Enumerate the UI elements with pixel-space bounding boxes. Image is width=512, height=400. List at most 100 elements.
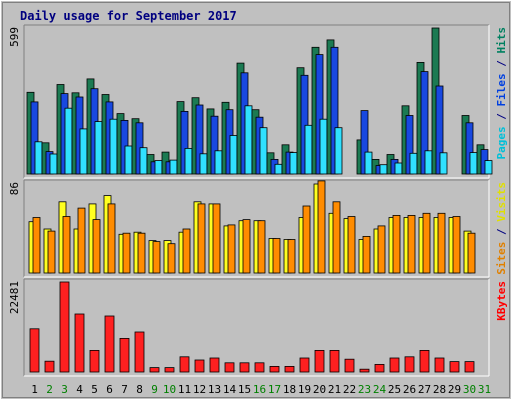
bar-sites-day-29 — [452, 216, 461, 274]
bar-sites-day-15 — [242, 219, 251, 274]
x-label-day-17: 17 — [268, 383, 281, 396]
bar-pages-day-7 — [124, 145, 133, 175]
bar-sites-day-19 — [302, 205, 311, 274]
bar-kbytes-day-5 — [89, 349, 100, 373]
x-label-day-2: 2 — [46, 383, 53, 396]
bar-kbytes-day-10 — [164, 367, 175, 373]
bar-kbytes-day-19 — [299, 357, 310, 373]
bar-pages-day-16 — [259, 127, 268, 175]
panel-hits-files-pages: 599 Pages / Files / Hits — [8, 24, 508, 179]
bar-kbytes-day-8 — [134, 331, 145, 373]
bar-files-day-20 — [315, 54, 324, 175]
bar-pages-day-28 — [439, 152, 448, 175]
bar-kbytes-day-15 — [239, 362, 250, 373]
chart-panels: 599 Pages / Files / Hits 86 Sites / Visits 2… — [8, 24, 508, 377]
bar-files-day-21 — [330, 46, 339, 175]
bar-pages-day-19 — [304, 124, 313, 175]
bar-pages-day-13 — [214, 150, 223, 175]
bar-files-day-11 — [180, 111, 189, 175]
bar-pages-day-6 — [109, 118, 118, 175]
bar-pages-day-10 — [169, 159, 178, 175]
bar-pages-day-4 — [79, 128, 88, 175]
bar-pages-day-12 — [199, 153, 208, 175]
bar-kbytes-day-12 — [194, 359, 205, 373]
bar-sites-day-22 — [347, 216, 356, 274]
bar-sites-day-24 — [377, 225, 386, 274]
legend-entry: Files — [495, 73, 508, 106]
x-label-day-21: 21 — [328, 383, 341, 396]
bar-kbytes-day-22 — [344, 358, 355, 373]
bar-files-day-26 — [405, 115, 414, 175]
bar-pages-day-2 — [49, 153, 58, 175]
bar-pages-day-23 — [364, 151, 373, 175]
bar-files-day-1 — [30, 101, 39, 175]
bar-kbytes-day-2 — [44, 360, 55, 373]
bar-files-day-30 — [465, 122, 474, 175]
x-label-day-6: 6 — [106, 383, 113, 396]
series-legend: Sites / Visits — [495, 182, 508, 275]
legend-entry: / — [495, 222, 508, 242]
bar-sites-day-5 — [92, 219, 101, 274]
x-label-day-24: 24 — [373, 383, 387, 396]
bar-kbytes-day-28 — [434, 357, 445, 373]
bar-pages-day-9 — [154, 160, 163, 175]
bar-kbytes-day-26 — [404, 356, 415, 373]
bar-sites-day-28 — [437, 212, 446, 274]
bar-kbytes-day-23 — [359, 368, 370, 373]
bar-sites-day-27 — [422, 212, 431, 274]
bar-sites-day-12 — [197, 203, 206, 274]
bar-sites-day-17 — [272, 238, 281, 274]
bar-files-day-27 — [420, 71, 429, 175]
bar-files-day-19 — [300, 74, 309, 175]
bar-kbytes-day-30 — [464, 361, 475, 373]
bar-kbytes-day-17 — [269, 365, 280, 373]
bar-pages-day-14 — [229, 135, 238, 175]
bar-pages-day-17 — [274, 163, 283, 175]
panel-kbytes: 22481 KBytes — [8, 278, 508, 377]
x-label-day-8: 8 — [136, 383, 143, 396]
bar-kbytes-day-29 — [449, 361, 460, 373]
legend-entry: / — [495, 54, 508, 74]
bar-kbytes-day-24 — [374, 363, 385, 373]
x-label-day-12: 12 — [193, 383, 206, 396]
bar-pages-day-3 — [64, 107, 73, 175]
x-axis-labels: 1 2 3 4 5 6 7 8 9 10 11 12 13 14 15 16 17 18 19 20 21 22 23 24 2… — [31, 383, 491, 396]
x-label-day-4: 4 — [76, 383, 83, 396]
x-label-day-13: 13 — [208, 383, 221, 396]
chart-title: Daily usage for September 2017 — [20, 9, 237, 23]
bar-sites-day-25 — [392, 214, 401, 274]
y-max-label: 22481 — [8, 281, 21, 314]
bar-pages-day-24 — [379, 164, 388, 175]
bar-files-day-13 — [210, 115, 219, 175]
bar-sites-day-20 — [317, 180, 326, 274]
bar-kbytes-day-25 — [389, 357, 400, 373]
bar-files-day-12 — [195, 104, 204, 175]
bar-kbytes-day-4 — [74, 313, 85, 373]
bar-kbytes-day-13 — [209, 357, 220, 373]
x-label-day-31: 31 — [478, 383, 491, 396]
bar-pages-day-11 — [184, 147, 193, 175]
x-label-day-26: 26 — [403, 383, 416, 396]
bar-sites-day-16 — [257, 220, 266, 274]
x-label-day-15: 15 — [238, 383, 251, 396]
legend-entry: KBytes — [495, 281, 508, 321]
bar-kbytes-day-1 — [29, 328, 40, 373]
legend-entry: / — [495, 107, 508, 127]
series-legend: Pages / Files / Hits — [495, 27, 508, 160]
bar-pages-day-18 — [289, 152, 298, 175]
bar-sites-day-2 — [47, 230, 56, 274]
x-label-day-5: 5 — [91, 383, 98, 396]
bar-sites-day-7 — [122, 232, 131, 274]
x-label-day-30: 30 — [463, 383, 476, 396]
x-label-day-16: 16 — [253, 383, 266, 396]
x-label-day-27: 27 — [418, 383, 431, 396]
x-label-day-1: 1 — [31, 383, 38, 396]
bar-pages-day-20 — [319, 118, 328, 175]
panel-sites-visits: 86 Sites / Visits — [8, 179, 508, 278]
bar-sites-day-26 — [407, 214, 416, 274]
y-max-label: 599 — [8, 27, 21, 47]
legend-entry: Pages — [495, 126, 508, 159]
x-label-day-10: 10 — [163, 383, 176, 396]
bar-sites-day-14 — [227, 224, 236, 274]
bar-kbytes-day-11 — [179, 356, 190, 373]
